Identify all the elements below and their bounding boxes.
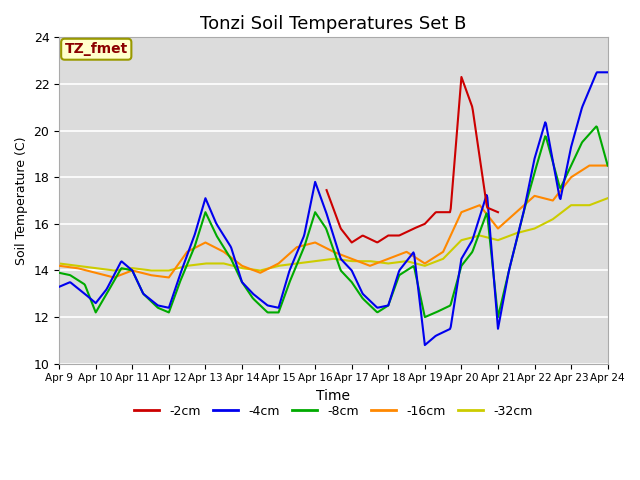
Title: Tonzi Soil Temperatures Set B: Tonzi Soil Temperatures Set B bbox=[200, 15, 467, 33]
-8cm bbox=[593, 123, 600, 129]
-16cm bbox=[554, 191, 562, 197]
-2cm bbox=[449, 178, 457, 183]
-2cm bbox=[348, 240, 356, 245]
Text: TZ_fmet: TZ_fmet bbox=[65, 42, 128, 56]
-32cm bbox=[433, 258, 441, 264]
Line: -8cm: -8cm bbox=[59, 126, 608, 317]
-8cm bbox=[554, 179, 562, 184]
-8cm bbox=[421, 314, 429, 320]
-4cm bbox=[554, 187, 562, 192]
-4cm bbox=[421, 342, 429, 348]
-4cm bbox=[199, 203, 207, 209]
Legend: -2cm, -4cm, -8cm, -16cm, -32cm: -2cm, -4cm, -8cm, -16cm, -32cm bbox=[129, 400, 538, 423]
-4cm bbox=[325, 218, 333, 224]
-4cm bbox=[378, 304, 386, 310]
-4cm bbox=[176, 273, 184, 279]
-2cm bbox=[418, 222, 426, 228]
-8cm bbox=[433, 309, 441, 315]
-4cm bbox=[593, 70, 601, 75]
-16cm bbox=[586, 163, 593, 168]
-32cm bbox=[554, 212, 562, 218]
Y-axis label: Soil Temperature (C): Soil Temperature (C) bbox=[15, 136, 28, 265]
-2cm bbox=[431, 210, 438, 216]
X-axis label: Time: Time bbox=[316, 389, 351, 403]
-32cm bbox=[379, 260, 387, 265]
-4cm bbox=[55, 284, 63, 289]
-2cm bbox=[323, 187, 330, 193]
-8cm bbox=[378, 306, 386, 312]
-8cm bbox=[199, 216, 207, 222]
Line: -2cm: -2cm bbox=[326, 77, 498, 242]
-2cm bbox=[438, 209, 446, 215]
-4cm bbox=[433, 332, 441, 338]
-32cm bbox=[110, 267, 118, 273]
-16cm bbox=[379, 258, 387, 264]
-32cm bbox=[604, 195, 612, 201]
Line: -4cm: -4cm bbox=[59, 72, 608, 345]
-16cm bbox=[110, 275, 118, 280]
Line: -16cm: -16cm bbox=[59, 166, 608, 277]
-8cm bbox=[176, 280, 184, 286]
-2cm bbox=[492, 208, 500, 214]
-4cm bbox=[604, 70, 612, 75]
Line: -32cm: -32cm bbox=[59, 198, 608, 270]
-16cm bbox=[177, 259, 184, 264]
-32cm bbox=[177, 264, 184, 270]
-16cm bbox=[200, 240, 208, 246]
-8cm bbox=[604, 163, 612, 168]
-16cm bbox=[604, 163, 612, 168]
-16cm bbox=[326, 247, 333, 253]
-8cm bbox=[55, 270, 63, 276]
-32cm bbox=[55, 261, 63, 266]
-32cm bbox=[326, 256, 333, 262]
-2cm bbox=[458, 74, 465, 80]
-16cm bbox=[433, 253, 441, 259]
-2cm bbox=[494, 209, 502, 215]
-32cm bbox=[200, 261, 208, 266]
-16cm bbox=[55, 263, 63, 269]
-8cm bbox=[325, 233, 333, 239]
-2cm bbox=[330, 206, 337, 212]
